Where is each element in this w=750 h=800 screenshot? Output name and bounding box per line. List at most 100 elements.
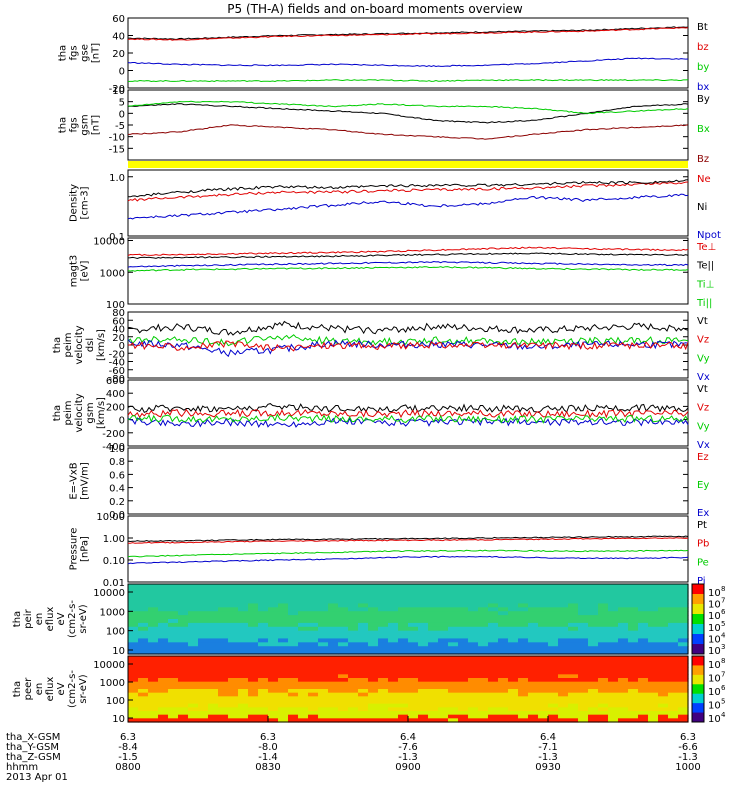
spectrogram-cell — [458, 667, 469, 672]
legend-efield: Ex — [697, 508, 709, 519]
spectrogram-cell — [538, 626, 549, 632]
spectrogram-cell — [518, 646, 529, 651]
spectrogram-cell — [578, 685, 589, 690]
spectrogram-cell — [358, 595, 369, 601]
spectrogram-cell — [208, 718, 219, 723]
spectrogram-cell — [278, 656, 289, 661]
spectrogram-cell — [598, 696, 609, 701]
spectrogram-cell — [518, 615, 529, 620]
spectrogram-cell — [428, 595, 439, 601]
spectrogram-cell — [608, 714, 619, 719]
spectrogram-cell — [598, 611, 609, 616]
spectrogram-cell — [438, 696, 449, 701]
spectrogram-cell — [658, 711, 669, 716]
spectrogram-cell — [198, 663, 209, 668]
chart-title: P5 (TH-A) fields and on-board moments ov… — [227, 2, 523, 16]
spectrogram-cell — [178, 650, 189, 655]
spectrogram-cell — [388, 615, 399, 620]
spectrogram-cell — [508, 670, 519, 675]
spectrogram-cell — [378, 707, 389, 712]
spectrogram-cell — [418, 700, 429, 705]
spectrogram-cell — [598, 595, 609, 601]
spectrogram-cell — [398, 584, 409, 589]
spectrogram-cell — [558, 646, 569, 651]
spectrogram-cell — [638, 703, 649, 708]
spectrogram-cell — [458, 678, 469, 683]
spectrogram-cell — [608, 703, 619, 708]
spectrogram-cell — [288, 591, 299, 597]
spectrogram-cell — [168, 615, 179, 620]
spectrogram-cell — [328, 667, 339, 672]
spectrogram-cell — [168, 696, 179, 701]
spectrogram-cell — [448, 696, 459, 701]
spectrogram-cell — [178, 646, 189, 651]
spectrogram-cell — [128, 659, 139, 664]
spectrogram-cell — [318, 587, 329, 593]
spectrogram-cell — [248, 603, 259, 608]
spectrogram-cell — [428, 689, 439, 694]
spectrogram-cell — [548, 634, 559, 640]
spectrogram-cell — [128, 667, 139, 672]
spectrogram-cell — [348, 711, 359, 716]
spectrogram-cell — [538, 678, 549, 683]
spectrogram-cell — [138, 707, 149, 712]
spectrogram-cell — [618, 595, 629, 601]
spectrogram-cell — [378, 615, 389, 620]
spectrogram-cell — [658, 595, 669, 601]
spectrogram-cell — [478, 595, 489, 601]
spectrogram-cell — [648, 584, 659, 589]
spectrogram-cell — [198, 615, 209, 620]
y-axis-label-fgs_gsm: tha — [58, 117, 69, 133]
spectrogram-cell — [288, 615, 299, 620]
spectrogram-cell — [498, 718, 509, 723]
spectrogram-cell — [488, 681, 499, 686]
spectrogram-cell — [338, 615, 349, 620]
panel-frame-density — [127, 169, 689, 237]
spectrogram-cell — [158, 599, 169, 605]
spectrogram-cell — [248, 599, 259, 605]
spectrogram-cell — [328, 584, 339, 589]
spectrogram-cell — [288, 607, 299, 612]
spectrogram-cell — [518, 622, 529, 628]
spectrogram-cell — [198, 700, 209, 705]
spectrogram-cell — [458, 622, 469, 628]
spectrogram-cell — [208, 700, 219, 705]
spectrogram-cell — [438, 595, 449, 601]
spectrogram-cell — [288, 630, 299, 636]
spectrogram-cell — [538, 591, 549, 597]
spectrogram-cell — [508, 607, 519, 612]
spectrogram-cell — [558, 659, 569, 664]
spectrogram-cell — [368, 678, 379, 683]
spectrogram-cell — [318, 707, 329, 712]
spectrogram-cell — [668, 667, 679, 672]
spectrogram-cell — [178, 622, 189, 628]
spectrogram-cell — [408, 711, 419, 716]
spectrogram-cell — [508, 696, 519, 701]
spectrogram-cell — [488, 626, 499, 632]
spectrogram-cell — [288, 646, 299, 651]
spectrogram-cell — [478, 642, 489, 647]
spectrogram-cell — [478, 670, 489, 675]
spectrogram-cell — [248, 678, 259, 683]
spectrogram-cell — [658, 692, 669, 697]
spectrogram-cell — [388, 622, 399, 628]
spectrogram-cell — [298, 703, 309, 708]
spectrogram-cell — [598, 667, 609, 672]
spectrogram-cell — [178, 595, 189, 601]
spectrogram-cell — [548, 626, 559, 632]
spectrogram-cell — [468, 650, 479, 655]
spectrogram-cell — [448, 650, 459, 655]
y-tick-label-fgs_gsm: 0 — [119, 109, 125, 120]
spectrogram-cell — [198, 599, 209, 605]
spectrogram-cell — [518, 656, 529, 661]
spectrogram-cell — [258, 656, 269, 661]
spectrogram-cell — [208, 642, 219, 647]
spectrogram-cell — [438, 678, 449, 683]
spectrogram-cell — [198, 650, 209, 655]
spectrogram-cell — [258, 630, 269, 636]
spectrogram-cell — [318, 650, 329, 655]
y-axis-label-peim_gsm: gsm — [85, 402, 96, 423]
y-axis-label-fgs_gsm: [nT] — [91, 115, 102, 135]
spectrogram-cell — [418, 603, 429, 608]
spectrogram-cell — [318, 659, 329, 664]
